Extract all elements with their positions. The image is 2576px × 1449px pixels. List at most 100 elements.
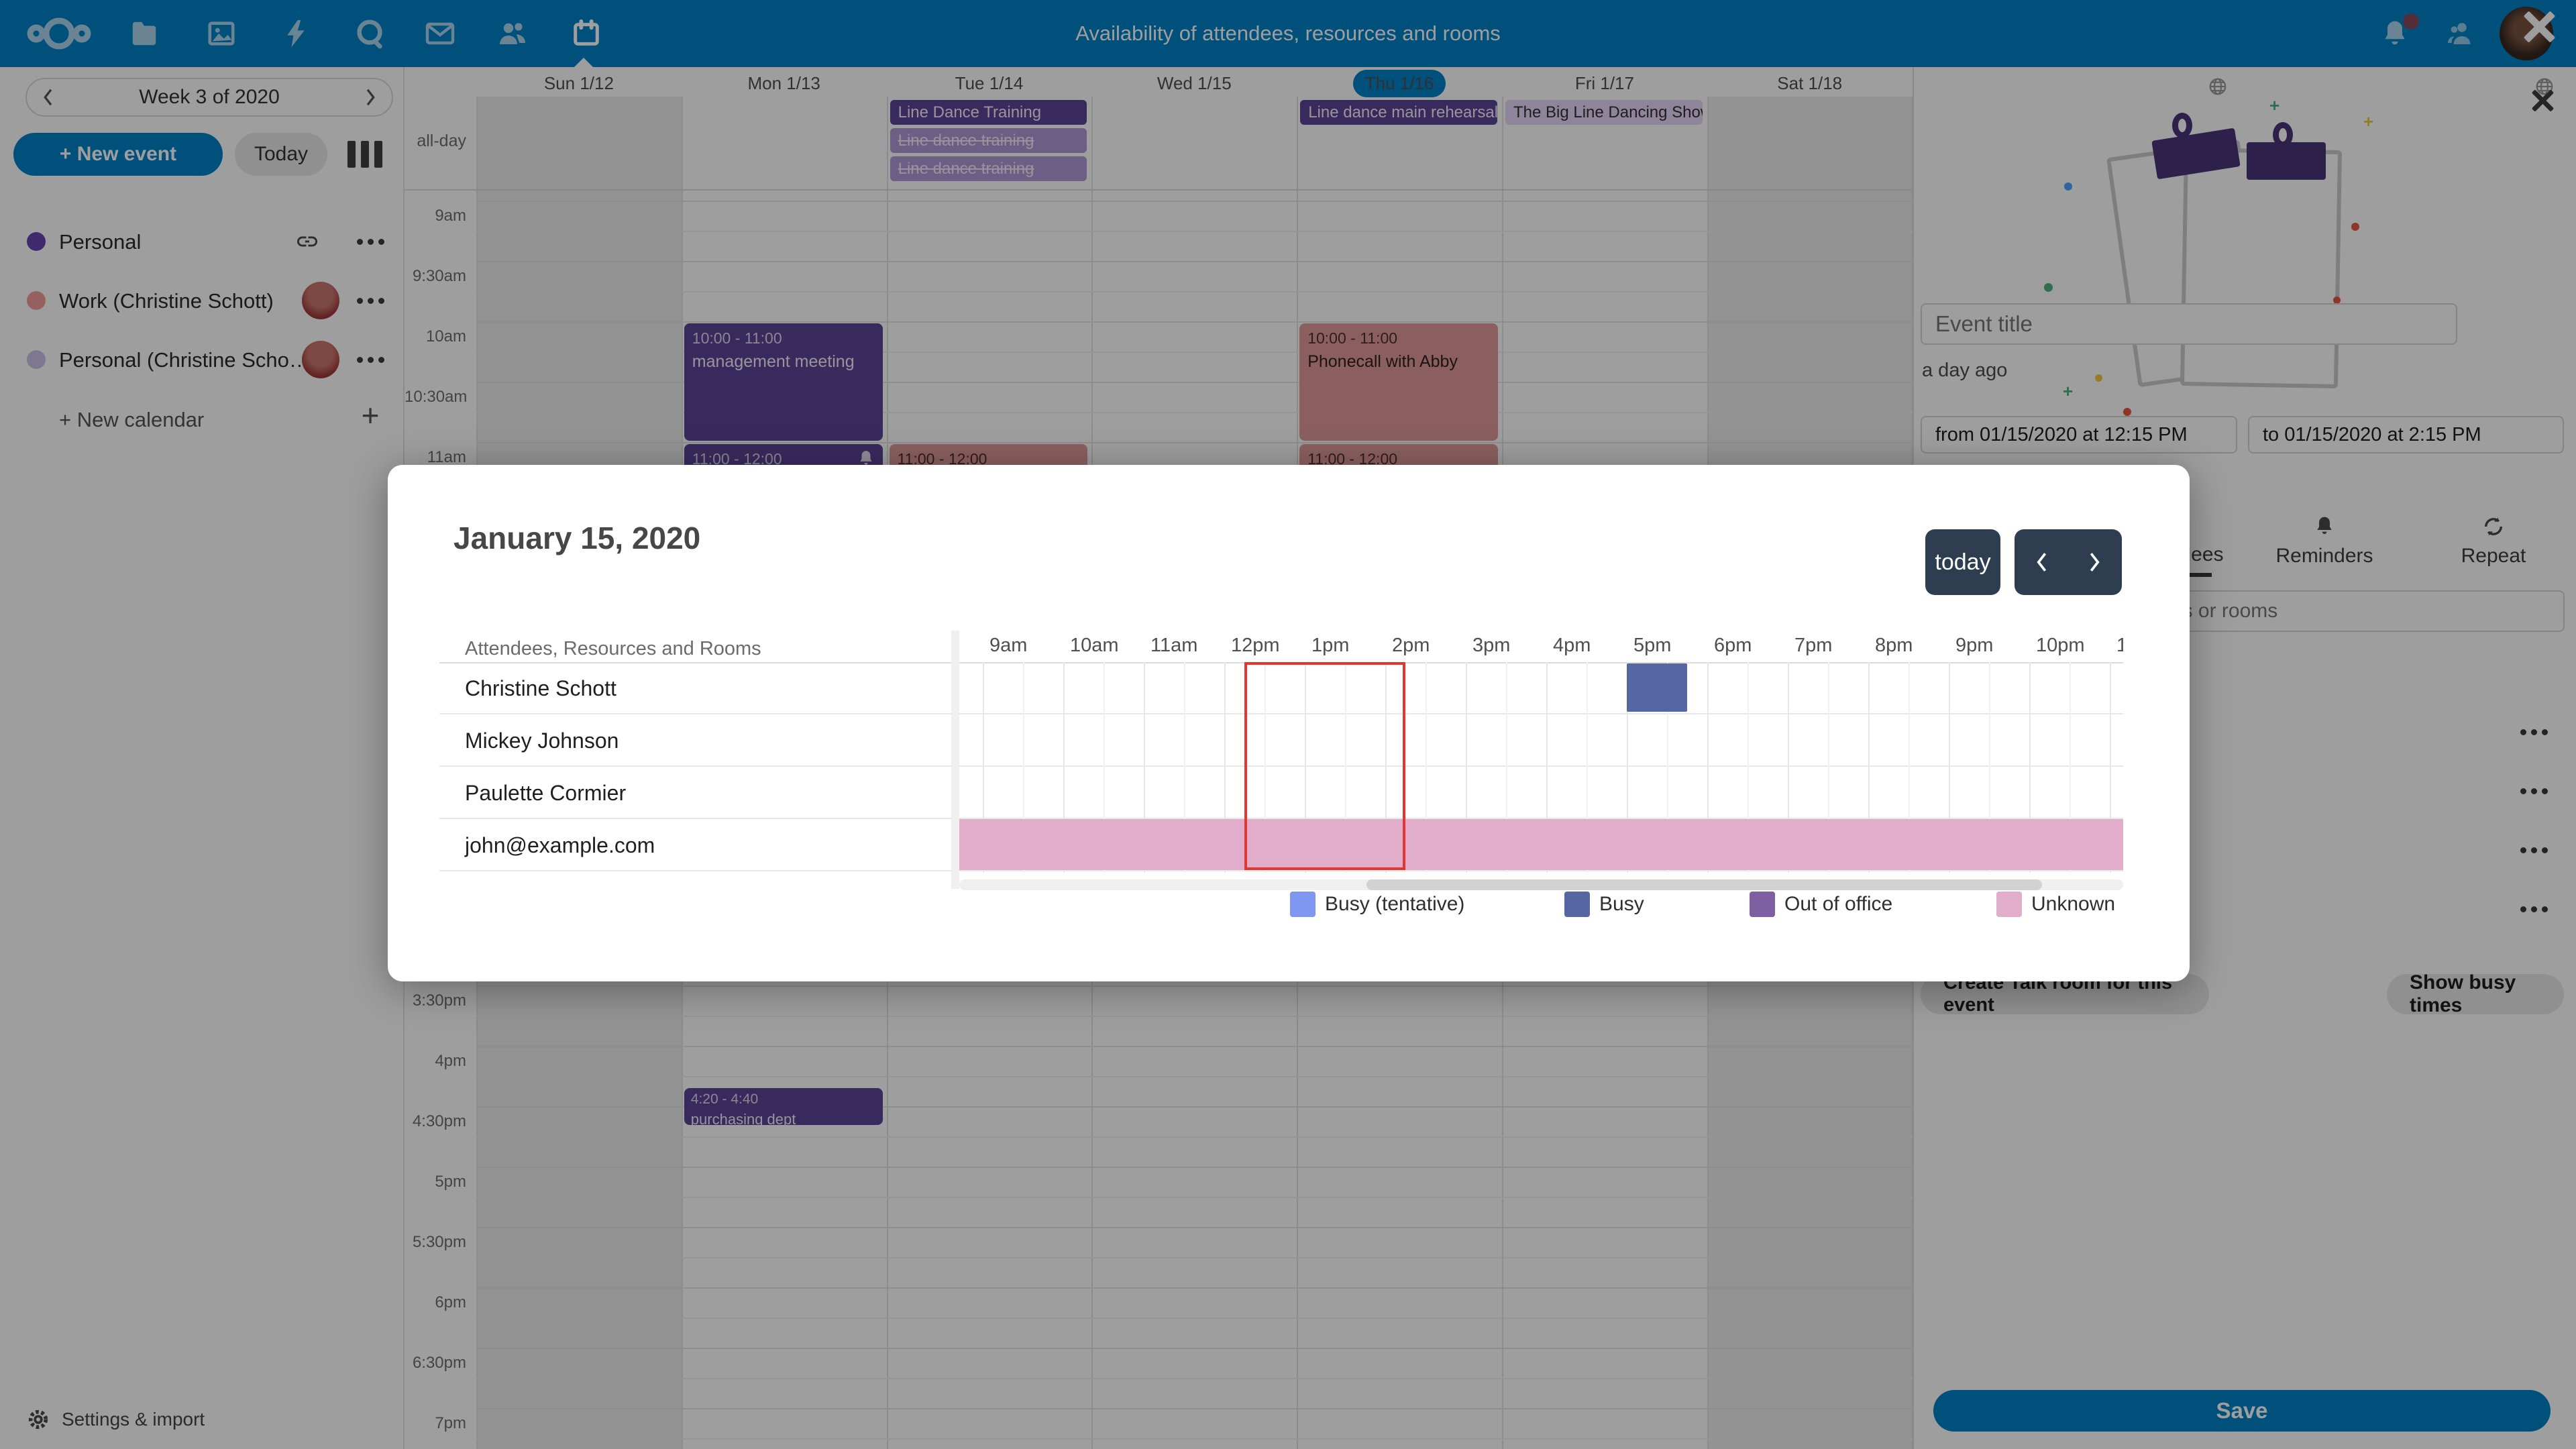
event-time: 10:00 - 11:00 (692, 329, 782, 347)
timeline-hours-header: 9am 10am 11am 12pm 1pm 2pm 3pm 4pm 5pm 6pm 7pm 8pm 9… (959, 631, 2123, 662)
event-time: 11:00 - 12:00 (692, 450, 782, 468)
week-navigation: Week 3 of 2020 (25, 78, 393, 117)
time-label: 9:30am (412, 267, 466, 285)
allday-event[interactable]: Line dance main rehearsal (1300, 100, 1497, 125)
new-calendar-item[interactable]: + New calendar + (0, 390, 405, 449)
hour-label: 10am (1070, 635, 1119, 656)
contacts-icon[interactable] (479, 0, 546, 67)
calendar-event[interactable]: 4:20 - 4:40 purchasing dept (684, 1087, 883, 1126)
next-week-button[interactable] (350, 79, 392, 115)
hour-label: 11pm (2116, 635, 2123, 656)
repeat-icon (2482, 515, 2505, 539)
attendee-name: john@example.com (465, 833, 655, 857)
page-title: Availability of attendees, resources and… (1075, 21, 1501, 45)
attendee-actions-menu-icon[interactable] (2515, 713, 2553, 751)
next-day-button[interactable] (2068, 529, 2122, 595)
availability-timeline[interactable] (959, 662, 2123, 873)
event-time-selection[interactable] (1244, 662, 1405, 870)
previous-day-button[interactable] (2015, 529, 2068, 595)
allday-event[interactable]: Line dance training (890, 128, 1087, 153)
hour-label: 11am (1150, 635, 1198, 656)
calendar-list-item[interactable]: Work (Christine Schott) (0, 271, 405, 330)
calendar-color-dot (27, 232, 46, 251)
settings-import[interactable]: Settings & import (27, 1403, 205, 1436)
timeline-scrollbar-thumb[interactable] (1366, 879, 2042, 890)
calendar-event[interactable]: 10:00 - 11:00 Phonecall with Abby (1299, 323, 1498, 441)
notifications-bell-icon[interactable] (2361, 0, 2428, 67)
calendar-name: Work (Christine Schott) (59, 289, 274, 313)
calendar-event[interactable]: 10:00 - 11:00 management meeting (684, 323, 883, 441)
day-header[interactable]: Fri 1/17 (1502, 67, 1707, 99)
view-toggle-icon[interactable] (341, 133, 389, 176)
calendar-owner-avatar (302, 341, 339, 378)
calendar-actions-menu-icon[interactable] (352, 341, 389, 378)
attendees-column-header: Attendees, Resources and Rooms (465, 638, 761, 659)
day-header[interactable]: Tue 1/14 (887, 67, 1092, 99)
left-sidebar: Week 3 of 2020 + New event Today Persona… (0, 67, 405, 1449)
gear-icon (28, 1409, 48, 1430)
calendar-list-item[interactable]: Personal (Christine Scho… (0, 330, 405, 389)
tab-reminders[interactable]: Reminders (2244, 515, 2405, 577)
allday-event[interactable]: The Big Line Dancing Show (1505, 100, 1703, 125)
show-busy-times-button[interactable]: Show busy times (2387, 971, 2564, 1016)
reminder-bell-icon (857, 449, 875, 472)
contacts-menu-icon[interactable] (2427, 0, 2494, 67)
calendar-name: Personal (59, 230, 142, 254)
event-title: management meeting (692, 352, 855, 371)
share-link-icon[interactable] (295, 229, 319, 254)
day-header-label: Sat 1/18 (1777, 72, 1843, 93)
previous-week-button[interactable] (27, 79, 68, 115)
attendee-actions-menu-icon[interactable] (2515, 890, 2553, 928)
nextcloud-logo[interactable] (19, 0, 99, 67)
allday-event[interactable]: Line Dance Training (890, 100, 1087, 125)
legend-swatch (1290, 892, 1316, 917)
time-label: 5pm (435, 1173, 466, 1191)
attendee-list-row (1914, 885, 2576, 932)
unknown-availability-bar (959, 819, 2123, 870)
day-header[interactable]: Sat 1/18 (1707, 67, 1913, 99)
legend-swatch (1750, 892, 1775, 917)
files-icon[interactable] (111, 0, 178, 67)
allday-event[interactable]: Line dance training (890, 156, 1087, 181)
hour-label: 9pm (1955, 635, 1994, 656)
calendar-list-item[interactable]: Personal (0, 212, 405, 271)
hour-label: 2pm (1392, 635, 1430, 656)
event-start-input[interactable] (1921, 416, 2237, 453)
legend-label: Unknown (2031, 893, 2116, 915)
today-button[interactable]: Today (235, 133, 327, 176)
save-button[interactable]: Save (1933, 1390, 2551, 1432)
legend-label: Out of office (1784, 893, 1893, 915)
day-header[interactable]: Mon 1/13 (682, 67, 887, 99)
calendar-actions-menu-icon[interactable] (352, 223, 389, 260)
time-label: 4pm (435, 1052, 466, 1070)
photos-icon[interactable] (188, 0, 255, 67)
attendee-name: Christine Schott (465, 676, 616, 700)
modal-today-button[interactable]: today (1925, 529, 2000, 595)
day-header[interactable]: Wed 1/15 (1091, 67, 1297, 99)
notification-dot (2403, 13, 2419, 30)
busy-block (1627, 663, 1687, 712)
attendee-actions-menu-icon[interactable] (2515, 831, 2553, 869)
day-header[interactable]: Thu 1/16 (1297, 67, 1502, 99)
talk-icon[interactable] (336, 0, 403, 67)
legend-item: Busy (1564, 892, 1644, 917)
activity-icon[interactable] (262, 0, 329, 67)
user-avatar[interactable] (2500, 7, 2553, 60)
event-end-input[interactable] (2248, 416, 2564, 453)
event-title-input[interactable] (1921, 303, 2457, 345)
day-header[interactable]: Sun 1/12 (476, 67, 682, 99)
tab-repeat[interactable]: Repeat (2413, 515, 2574, 577)
time-label: 6pm (435, 1293, 466, 1311)
hour-label: 10pm (2036, 635, 2085, 656)
hour-label: 7pm (1794, 635, 1833, 656)
calendar-app-icon[interactable] (553, 0, 620, 67)
calendar-name: Personal (Christine Scho… (59, 348, 310, 372)
attendee-actions-menu-icon[interactable] (2515, 772, 2553, 810)
calendar-actions-menu-icon[interactable] (352, 282, 389, 319)
time-label: 11am (427, 448, 466, 466)
active-app-indicator (573, 58, 594, 68)
bell-icon (2314, 515, 2335, 539)
new-event-button[interactable]: + New event (13, 133, 223, 176)
add-calendar-icon[interactable]: + (361, 398, 380, 433)
mail-icon[interactable] (407, 0, 474, 67)
